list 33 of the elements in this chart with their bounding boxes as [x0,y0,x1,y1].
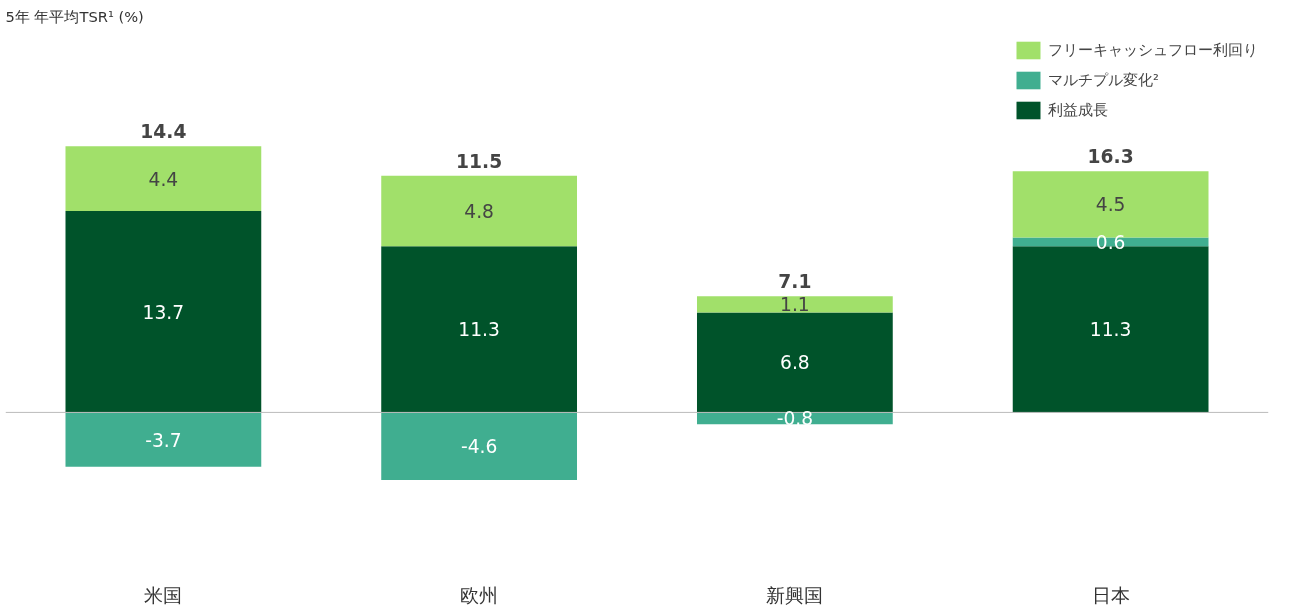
data-label: 4.8 [464,201,494,222]
data-label: 1.1 [780,294,810,316]
total-label: 11.5 [456,150,503,172]
data-label: 4.5 [1095,194,1126,216]
legend-label: マルチプル変化² [1048,70,1159,90]
bar [1012,237,1209,247]
bar [381,412,578,481]
chart-title: 5年 年平均TSR¹ (%) [5,7,144,25]
data-label: -0.8 [776,408,814,430]
data-label: 0.6 [1095,231,1126,253]
bar [381,175,578,247]
total-label: 14.4 [140,121,187,143]
data-label: 11.3 [458,319,500,341]
legend-label: 利益成長 [1048,100,1108,120]
x-tick-label: 新興国 [766,584,824,606]
data-label: 4.4 [148,168,179,190]
bar [696,312,893,413]
data-label: 6.8 [780,352,810,374]
total-label: 16.3 [1087,146,1134,168]
bar [65,211,262,413]
bar [381,246,578,413]
data-label: -4.6 [460,436,498,458]
bar [696,296,893,313]
data-label: 11.3 [1089,319,1132,341]
bar [65,412,262,467]
bar [65,146,262,211]
data-label: 13.7 [142,301,185,323]
total-label: 7.1 [778,271,812,293]
x-tick-label: 米国 [144,584,183,606]
data-label: -3.7 [145,429,182,451]
x-tick-label: 欧州 [460,584,499,606]
x-tick-label: 日本 [1091,584,1130,606]
legend-label: フリーキャッシュフロー利回り [1048,40,1258,60]
